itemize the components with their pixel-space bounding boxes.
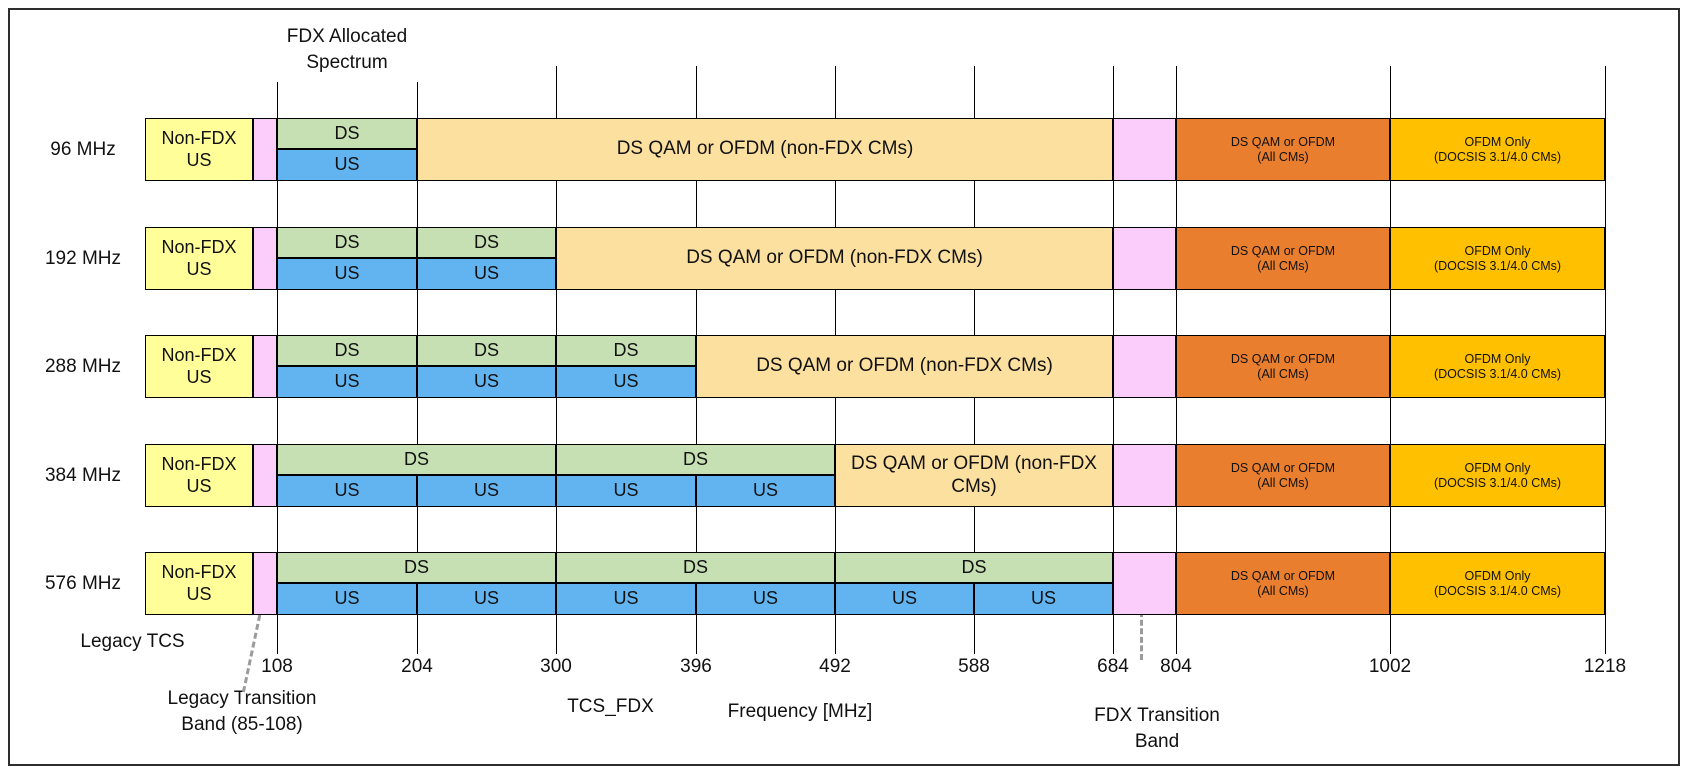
band-fdx-ds: DS bbox=[277, 227, 417, 258]
row-bandwidth-label: 192 MHz bbox=[44, 247, 122, 269]
tcs-fdx-label: TCS_FDX bbox=[567, 696, 654, 717]
band-non-fdx-us: Non-FDX US bbox=[145, 118, 253, 181]
tick-label: 804 bbox=[1160, 656, 1192, 677]
band-ds-qam-all-cms: DS QAM or OFDM (All CMs) bbox=[1176, 227, 1390, 290]
tick-label: 1218 bbox=[1583, 656, 1627, 677]
band-fdx-us: US bbox=[417, 475, 556, 507]
band-fdx-us: US bbox=[277, 149, 417, 181]
legacy-transition-band-label: Legacy Transition Band (85-108) bbox=[167, 688, 317, 735]
row-bandwidth-label: 576 MHz bbox=[44, 572, 122, 594]
band-ofdm-only: OFDM Only (DOCSIS 3.1/4.0 CMs) bbox=[1390, 552, 1605, 615]
band-fdx-ds: DS bbox=[556, 335, 696, 366]
fdx-allocated-spectrum-label: FDX Allocated Spectrum bbox=[286, 26, 408, 73]
fdx-transition-leader-line bbox=[1140, 594, 1143, 660]
band-fdx-ds: DS bbox=[556, 552, 835, 583]
band-fdx-us: US bbox=[556, 366, 696, 398]
band-fdx-us: US bbox=[277, 475, 417, 507]
band-fdx-us: US bbox=[277, 366, 417, 398]
band-legacy-transition bbox=[253, 444, 277, 507]
row-bandwidth-label: 96 MHz bbox=[50, 138, 116, 160]
tick-label: 204 bbox=[401, 656, 433, 677]
band-ds-qam-non-fdx: DS QAM or OFDM (non-FDX CMs) bbox=[417, 118, 1113, 181]
frequency-gridline bbox=[1605, 66, 1606, 654]
band-non-fdx-us: Non-FDX US bbox=[145, 444, 253, 507]
band-ds-qam-non-fdx: DS QAM or OFDM (non-FDX CMs) bbox=[556, 227, 1113, 290]
band-fdx-ds: DS bbox=[556, 444, 835, 475]
band-fdx-us: US bbox=[835, 583, 974, 615]
tick-label: 396 bbox=[680, 656, 712, 677]
band-fdx-us: US bbox=[277, 583, 417, 615]
band-ofdm-only: OFDM Only (DOCSIS 3.1/4.0 CMs) bbox=[1390, 335, 1605, 398]
band-ofdm-only: OFDM Only (DOCSIS 3.1/4.0 CMs) bbox=[1390, 444, 1605, 507]
frequency-axis-label: Frequency [MHz] bbox=[727, 701, 873, 722]
band-fdx-ds: DS bbox=[277, 335, 417, 366]
legacy-tcs-label: Legacy TCS bbox=[80, 631, 185, 652]
tick-label: 588 bbox=[958, 656, 990, 677]
band-ds-qam-all-cms: DS QAM or OFDM (All CMs) bbox=[1176, 444, 1390, 507]
tick-label: 1002 bbox=[1368, 656, 1412, 677]
band-fdx-us: US bbox=[556, 475, 696, 507]
band-fdx-transition bbox=[1113, 552, 1176, 615]
fdx-transition-band-label: FDX Transition Band bbox=[1094, 705, 1220, 752]
band-legacy-transition bbox=[253, 118, 277, 181]
tick-label: 300 bbox=[540, 656, 572, 677]
band-fdx-us: US bbox=[417, 583, 556, 615]
band-non-fdx-us: Non-FDX US bbox=[145, 227, 253, 290]
band-ds-qam-non-fdx: DS QAM or OFDM (non-FDX CMs) bbox=[835, 444, 1113, 507]
band-fdx-ds: DS bbox=[277, 444, 556, 475]
band-fdx-us: US bbox=[556, 583, 696, 615]
tick-label: 492 bbox=[819, 656, 851, 677]
band-fdx-ds: DS bbox=[417, 227, 556, 258]
band-fdx-us: US bbox=[277, 258, 417, 290]
band-fdx-ds: DS bbox=[835, 552, 1113, 583]
band-fdx-transition bbox=[1113, 335, 1176, 398]
band-non-fdx-us: Non-FDX US bbox=[145, 552, 253, 615]
band-fdx-transition bbox=[1113, 227, 1176, 290]
band-fdx-us: US bbox=[417, 258, 556, 290]
band-ds-qam-all-cms: DS QAM or OFDM (All CMs) bbox=[1176, 335, 1390, 398]
tick-label: 108 bbox=[261, 656, 293, 677]
band-fdx-us: US bbox=[696, 583, 835, 615]
band-ofdm-only: OFDM Only (DOCSIS 3.1/4.0 CMs) bbox=[1390, 118, 1605, 181]
band-fdx-us: US bbox=[974, 583, 1113, 615]
band-fdx-us: US bbox=[417, 366, 556, 398]
band-ds-qam-all-cms: DS QAM or OFDM (All CMs) bbox=[1176, 118, 1390, 181]
band-legacy-transition bbox=[253, 552, 277, 615]
band-legacy-transition bbox=[253, 335, 277, 398]
band-fdx-transition bbox=[1113, 118, 1176, 181]
band-fdx-ds: DS bbox=[277, 552, 556, 583]
band-ds-qam-all-cms: DS QAM or OFDM (All CMs) bbox=[1176, 552, 1390, 615]
band-fdx-us: US bbox=[696, 475, 835, 507]
band-non-fdx-us: Non-FDX US bbox=[145, 335, 253, 398]
row-bandwidth-label: 384 MHz bbox=[44, 464, 122, 486]
band-fdx-transition bbox=[1113, 444, 1176, 507]
band-legacy-transition bbox=[253, 227, 277, 290]
band-fdx-ds: DS bbox=[277, 118, 417, 149]
tick-label: 684 bbox=[1097, 656, 1129, 677]
band-fdx-ds: DS bbox=[417, 335, 556, 366]
band-ofdm-only: OFDM Only (DOCSIS 3.1/4.0 CMs) bbox=[1390, 227, 1605, 290]
diagram-outer-frame bbox=[8, 8, 1680, 766]
row-bandwidth-label: 288 MHz bbox=[44, 355, 122, 377]
band-ds-qam-non-fdx: DS QAM or OFDM (non-FDX CMs) bbox=[696, 335, 1113, 398]
